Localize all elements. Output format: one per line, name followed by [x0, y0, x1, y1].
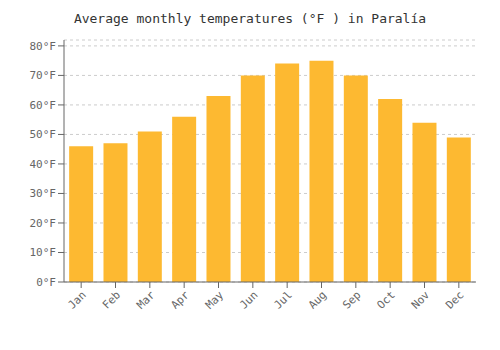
- svg-text:Oct: Oct: [375, 288, 398, 311]
- svg-text:Sep: Sep: [340, 288, 363, 311]
- svg-text:Nov: Nov: [409, 288, 433, 312]
- svg-text:Dec: Dec: [443, 288, 466, 311]
- svg-text:Mar: Mar: [134, 288, 158, 312]
- svg-text:80°F: 80°F: [30, 40, 57, 53]
- html-text:Average monthly temperatures (: Average monthly temperatures (°F ) in Pa…: [73, 11, 427, 26]
- svg-text:20°F: 20°F: [30, 217, 57, 230]
- svg-text:May: May: [203, 288, 227, 312]
- svg-text:Aug: Aug: [306, 288, 329, 311]
- svg-text:0°F: 0°F: [36, 276, 56, 289]
- svg-text:60°F: 60°F: [30, 99, 57, 112]
- svg-text:Apr: Apr: [169, 288, 193, 312]
- svg-text:Jul: Jul: [272, 288, 295, 311]
- svg-text:70°F: 70°F: [30, 69, 57, 82]
- svg-text:30°F: 30°F: [30, 187, 57, 200]
- svg-text:Jan: Jan: [66, 288, 89, 311]
- svg-text:10°F: 10°F: [30, 246, 57, 259]
- svg-text:40°F: 40°F: [30, 158, 57, 171]
- svg-text:50°F: 50°F: [30, 128, 57, 141]
- svg-text:Jun: Jun: [237, 288, 260, 311]
- svg-text:Feb: Feb: [100, 288, 123, 311]
